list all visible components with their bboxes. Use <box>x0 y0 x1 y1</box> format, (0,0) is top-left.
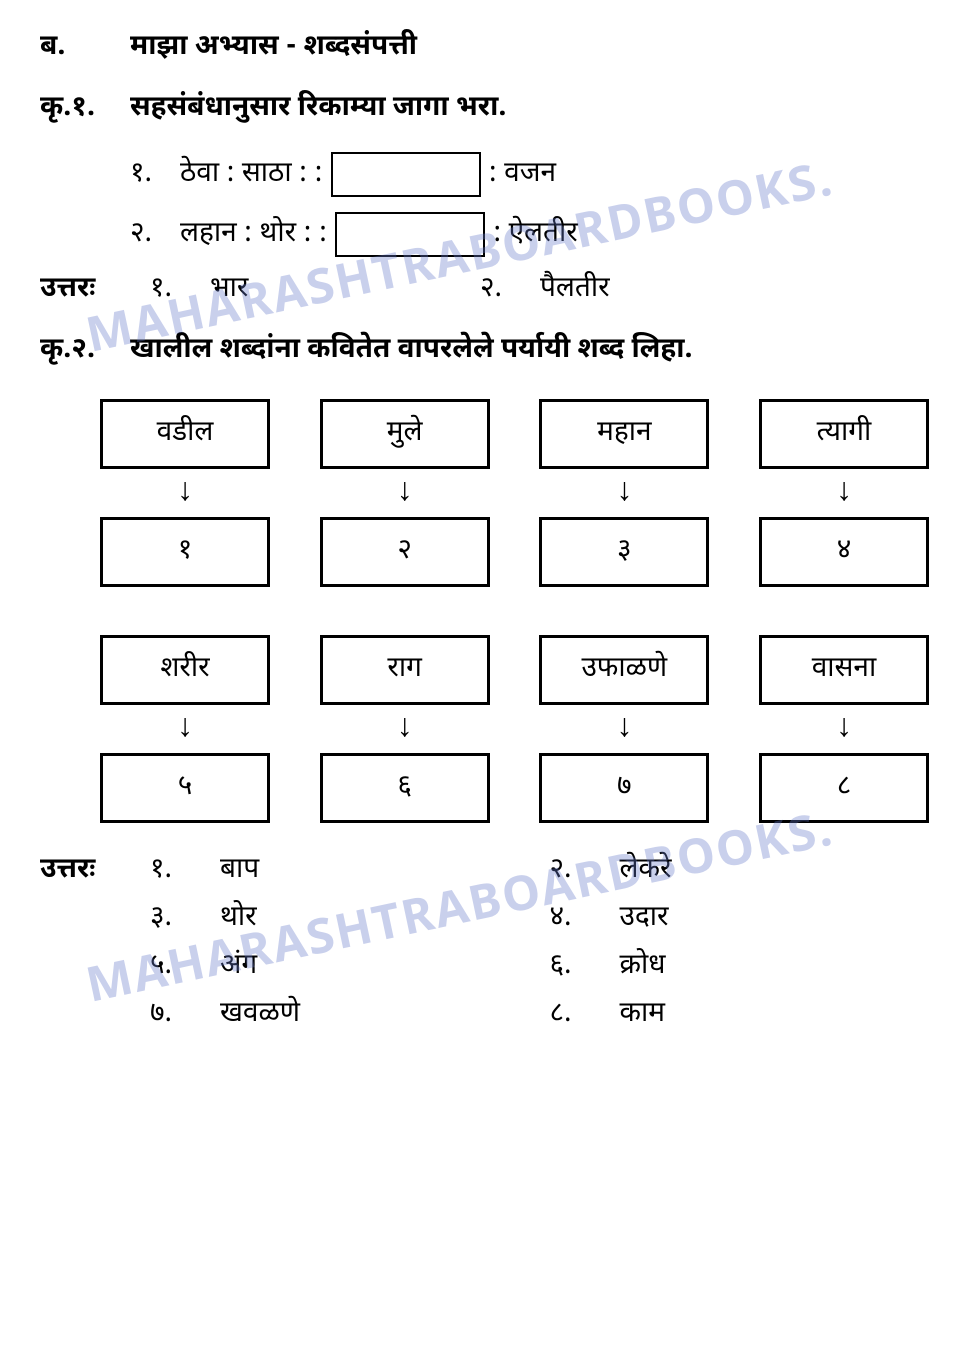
flow-row2-nums: ५ ६ ७ ८ <box>100 753 929 823</box>
kru1-item-2-after: : ऐलतीर <box>493 217 578 253</box>
kru1-item-1-after: : वजन <box>489 157 556 193</box>
kru2-heading: कृ.२. खालील शब्दांना कवितेत वापरलेले पर्… <box>40 333 929 369</box>
kru2-ans-1-num: १. <box>150 853 220 889</box>
flow-diagram: वडील मुले महान त्यागी ↓ ↓ ↓ ↓ १ २ ३ ४ शर… <box>100 399 929 823</box>
kru1-title: सहसंबंधानुसार रिकाम्या जागा भरा. <box>130 91 506 127</box>
kru2-ans-3-num: ३. <box>150 901 220 937</box>
kru2-ans-8-num: ८. <box>550 997 620 1033</box>
kru2-ans-5-text: अंग <box>220 949 500 985</box>
kru2-ans-4-num: ४. <box>550 901 620 937</box>
kru2-ans-4-text: उदार <box>620 901 900 937</box>
arrow-down-icon: ↓ <box>539 477 709 509</box>
flow-row1-nums: १ २ ३ ४ <box>100 517 929 587</box>
flow-box-w6: राग <box>320 635 490 705</box>
flow-box-n2[interactable]: २ <box>320 517 490 587</box>
arrow-down-icon: ↓ <box>320 713 490 745</box>
flow-row1-words: वडील मुले महान त्यागी <box>100 399 929 469</box>
arrow-down-icon: ↓ <box>759 477 929 509</box>
flow-box-w1: वडील <box>100 399 270 469</box>
flow-box-n3[interactable]: ३ <box>539 517 709 587</box>
kru2-ans-1-text: बाप <box>220 853 500 889</box>
kru2-answers: उत्तरः १. बाप २. लेकरे ३. थोर ४. उदार ५.… <box>40 853 929 1033</box>
kru1-answer-label: उत्तरः <box>40 272 130 308</box>
kru1-item-1: १. ठेवा : साठा : : : वजन <box>130 152 929 197</box>
kru1-item-2-before: लहान : थोर : : <box>180 217 327 253</box>
kru2-answer-label: उत्तरः <box>40 853 130 889</box>
kru1-item-2-blank[interactable] <box>335 212 485 257</box>
kru1-heading: कृ.१. सहसंबंधानुसार रिकाम्या जागा भरा. <box>40 91 929 127</box>
kru2-ans-6-text: क्रोध <box>620 949 900 985</box>
kru2-title: खालील शब्दांना कवितेत वापरलेले पर्यायी श… <box>130 333 692 369</box>
flow-box-w4: त्यागी <box>759 399 929 469</box>
kru1-ans-1-num: १. <box>150 272 210 308</box>
kru1-ans-2-num: २. <box>480 272 540 308</box>
kru1-item-1-num: १. <box>130 157 180 193</box>
flow-box-n4[interactable]: ४ <box>759 517 929 587</box>
flow-box-w7: उफाळणे <box>539 635 709 705</box>
flow-arrows-1: ↓ ↓ ↓ ↓ <box>100 477 929 509</box>
flow-box-n7[interactable]: ७ <box>539 753 709 823</box>
kru2-ans-2-text: लेकरे <box>620 853 900 889</box>
kru2-ans-3-text: थोर <box>220 901 500 937</box>
section-b-heading: ब. माझा अभ्यास - शब्दसंपत्ती <box>40 30 929 66</box>
flow-row2-words: शरीर राग उफाळणे वासना <box>100 635 929 705</box>
kru2-ans-7-num: ७. <box>150 997 220 1033</box>
flow-box-n8[interactable]: ८ <box>759 753 929 823</box>
flow-box-n6[interactable]: ६ <box>320 753 490 823</box>
kru1-answers: उत्तरः १. भार २. पैलतीर <box>40 272 929 308</box>
kru1-item-2-num: २. <box>130 217 180 253</box>
kru1-item-2: २. लहान : थोर : : : ऐलतीर <box>130 212 929 257</box>
section-b-title: माझा अभ्यास - शब्दसंपत्ती <box>130 30 417 66</box>
arrow-down-icon: ↓ <box>320 477 490 509</box>
kru1-item-1-before: ठेवा : साठा : : <box>180 157 323 193</box>
flow-box-w8: वासना <box>759 635 929 705</box>
kru1-ans-2-text: पैलतीर <box>540 272 790 308</box>
kru2-ans-5-num: ५. <box>150 949 220 985</box>
arrow-down-icon: ↓ <box>100 477 270 509</box>
kru2-ans-7-text: खवळणे <box>220 997 500 1033</box>
arrow-down-icon: ↓ <box>759 713 929 745</box>
flow-box-w3: महान <box>539 399 709 469</box>
kru2-ans-2-num: २. <box>550 853 620 889</box>
kru2-ans-6-num: ६. <box>550 949 620 985</box>
arrow-down-icon: ↓ <box>100 713 270 745</box>
section-b-label: ब. <box>40 30 130 66</box>
flow-arrows-2: ↓ ↓ ↓ ↓ <box>100 713 929 745</box>
kru2-label: कृ.२. <box>40 333 130 369</box>
flow-box-w2: मुले <box>320 399 490 469</box>
kru1-label: कृ.१. <box>40 91 130 127</box>
flow-box-n1[interactable]: १ <box>100 517 270 587</box>
kru2-ans-8-text: काम <box>620 997 900 1033</box>
arrow-down-icon: ↓ <box>539 713 709 745</box>
kru1-ans-1-text: भार <box>210 272 460 308</box>
flow-box-w5: शरीर <box>100 635 270 705</box>
flow-box-n5[interactable]: ५ <box>100 753 270 823</box>
kru1-item-1-blank[interactable] <box>331 152 481 197</box>
